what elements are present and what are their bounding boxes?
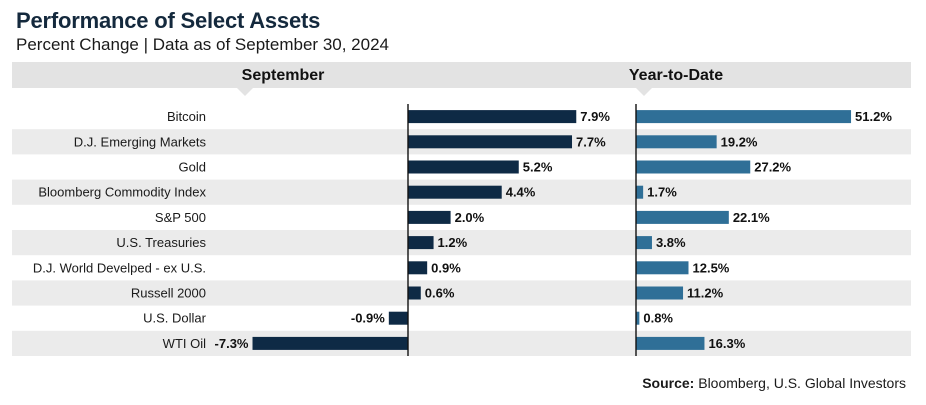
ytd-bar-d-j-world-develped-ex-u-s: [636, 261, 689, 275]
ytd-bar-d-j-emerging-markets: [636, 135, 717, 149]
september-value-u-s-dollar: -0.9%: [351, 311, 385, 326]
ytd-value-russell-2000: 11.2%: [687, 286, 724, 301]
september-bar-gold: [408, 160, 519, 174]
ytd-value-s-p-500: 22.1%: [733, 210, 770, 225]
chart-subtitle: Percent Change | Data as of September 30…: [16, 35, 389, 54]
september-bar-u-s-dollar: [388, 311, 408, 325]
ytd-bar-wti-oil: [636, 336, 705, 350]
september-bar-russell-2000: [408, 286, 421, 300]
ytd-value-d-j-emerging-markets: 19.2%: [721, 134, 758, 149]
ytd-value-d-j-world-develped-ex-u-s: 12.5%: [693, 260, 730, 275]
row-band: [12, 280, 911, 306]
source-note: Source: Bloomberg, U.S. Global Investors: [642, 375, 906, 391]
row-band: [12, 230, 911, 256]
category-label-wti-oil: WTI Oil: [163, 336, 206, 351]
september-bar-wti-oil: [252, 336, 408, 350]
september-bar-bloomberg-commodity-index: [408, 185, 502, 199]
september-value-d-j-world-develped-ex-u-s: 0.9%: [431, 260, 461, 275]
ytd-bar-u-s-dollar: [636, 311, 640, 325]
row-band: [12, 330, 911, 356]
source-text: Bloomberg, U.S. Global Investors: [698, 375, 906, 391]
september-bar-u-s-treasuries: [408, 236, 434, 250]
september-header-pointer: [237, 88, 253, 96]
category-label-bloomberg-commodity-index: Bloomberg Commodity Index: [38, 185, 206, 200]
ytd-value-gold: 27.2%: [754, 160, 791, 175]
ytd-bar-u-s-treasuries: [636, 236, 652, 250]
september-value-u-s-treasuries: 1.2%: [438, 235, 468, 250]
september-bar-s-p-500: [408, 210, 451, 224]
ytd-bar-gold: [636, 160, 751, 174]
ytd-bar-bitcoin: [636, 110, 852, 124]
ytd-value-bitcoin: 51.2%: [855, 109, 892, 124]
september-value-d-j-emerging-markets: 7.7%: [576, 134, 606, 149]
source-label: Source:: [642, 375, 695, 391]
september-header: September: [242, 67, 325, 84]
header-band: [12, 62, 911, 88]
category-label-d-j-world-develped-ex-u-s: D.J. World Develped - ex U.S.: [33, 260, 206, 275]
september-bar-d-j-world-develped-ex-u-s: [408, 261, 428, 275]
september-bar-bitcoin: [408, 110, 577, 124]
september-bar-d-j-emerging-markets: [408, 135, 573, 149]
ytd-value-wti-oil: 16.3%: [708, 336, 745, 351]
september-value-russell-2000: 0.6%: [425, 286, 455, 301]
ytd-value-u-s-treasuries: 3.8%: [656, 235, 686, 250]
september-value-bitcoin: 7.9%: [580, 109, 610, 124]
september-value-gold: 5.2%: [523, 160, 553, 175]
category-label-u-s-treasuries: U.S. Treasuries: [116, 235, 206, 250]
september-value-wti-oil: -7.3%: [215, 336, 249, 351]
category-label-u-s-dollar: U.S. Dollar: [143, 311, 207, 326]
ytd-header: Year-to-Date: [629, 67, 723, 84]
september-value-bloomberg-commodity-index: 4.4%: [506, 185, 536, 200]
category-label-d-j-emerging-markets: D.J. Emerging Markets: [74, 134, 207, 149]
ytd-value-u-s-dollar: 0.8%: [643, 311, 673, 326]
ytd-bar-s-p-500: [636, 210, 729, 224]
ytd-bar-russell-2000: [636, 286, 684, 300]
ytd-value-bloomberg-commodity-index: 1.7%: [647, 185, 677, 200]
category-label-bitcoin: Bitcoin: [167, 109, 206, 124]
category-label-gold: Gold: [179, 160, 206, 175]
category-label-russell-2000: Russell 2000: [131, 286, 206, 301]
ytd-bar-bloomberg-commodity-index: [636, 185, 644, 199]
september-value-s-p-500: 2.0%: [455, 210, 485, 225]
category-label-s-p-500: S&P 500: [155, 210, 206, 225]
chart-title: Performance of Select Assets: [16, 8, 321, 33]
ytd-header-pointer: [636, 88, 652, 96]
